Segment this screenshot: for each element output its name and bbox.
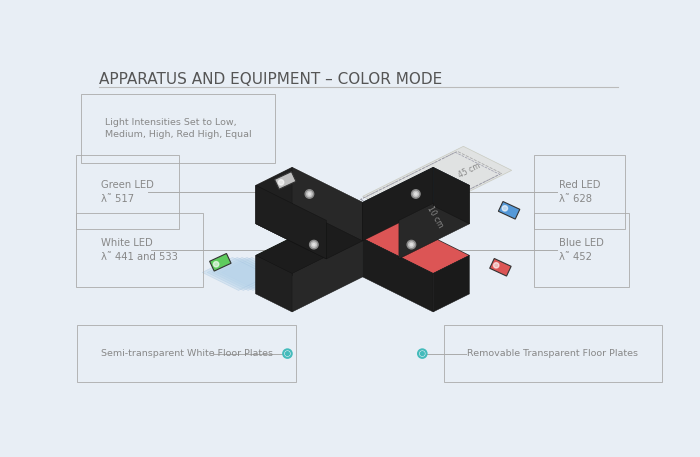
Polygon shape — [256, 255, 292, 312]
Circle shape — [286, 352, 289, 356]
Polygon shape — [202, 257, 269, 291]
Polygon shape — [256, 186, 326, 259]
Polygon shape — [207, 257, 274, 291]
Polygon shape — [326, 202, 399, 239]
Polygon shape — [222, 257, 288, 291]
Polygon shape — [217, 257, 284, 291]
Circle shape — [313, 244, 315, 246]
Text: Light Intensities Set to Low,
Medium, High, Red High, Equal: Light Intensities Set to Low, Medium, Hi… — [104, 118, 251, 139]
Circle shape — [279, 180, 284, 185]
Text: Removable Transparent Floor Plates: Removable Transparent Floor Plates — [468, 349, 638, 358]
Circle shape — [307, 191, 312, 197]
Polygon shape — [363, 239, 433, 312]
Text: Blue LED
λ˜ 452: Blue LED λ˜ 452 — [559, 238, 603, 262]
Circle shape — [412, 190, 420, 198]
Polygon shape — [209, 254, 231, 271]
Polygon shape — [292, 239, 363, 312]
Circle shape — [502, 206, 508, 211]
Circle shape — [309, 240, 318, 249]
Polygon shape — [292, 167, 363, 241]
Polygon shape — [363, 220, 470, 273]
Polygon shape — [256, 186, 326, 259]
Circle shape — [413, 191, 419, 197]
Polygon shape — [256, 167, 292, 224]
Polygon shape — [399, 186, 470, 259]
Polygon shape — [326, 202, 363, 259]
Text: 45 cm: 45 cm — [456, 161, 482, 180]
Text: Semi-transparent White Floor Plates: Semi-transparent White Floor Plates — [101, 349, 273, 358]
Polygon shape — [363, 167, 433, 241]
Text: 10 cm: 10 cm — [425, 204, 444, 229]
Polygon shape — [256, 220, 326, 294]
Polygon shape — [256, 167, 363, 220]
Polygon shape — [363, 146, 512, 220]
Text: APPARATUS AND EQUIPMENT – COLOR MODE: APPARATUS AND EQUIPMENT – COLOR MODE — [99, 72, 442, 87]
Circle shape — [214, 261, 219, 267]
Text: Green LED
λ˜ 517: Green LED λ˜ 517 — [101, 180, 153, 204]
Polygon shape — [490, 259, 511, 276]
Circle shape — [410, 244, 412, 246]
Polygon shape — [498, 202, 520, 219]
Polygon shape — [256, 220, 363, 273]
Circle shape — [308, 193, 311, 195]
Circle shape — [407, 240, 416, 249]
Text: Red LED
λ˜ 628: Red LED λ˜ 628 — [559, 180, 600, 204]
Polygon shape — [212, 257, 279, 291]
Polygon shape — [363, 167, 470, 220]
Circle shape — [414, 193, 417, 195]
Circle shape — [305, 190, 314, 198]
Polygon shape — [433, 167, 470, 224]
Polygon shape — [274, 172, 296, 189]
Circle shape — [311, 242, 316, 247]
Circle shape — [494, 263, 499, 268]
Text: White LED
λ˜ 441 and 533: White LED λ˜ 441 and 533 — [101, 238, 178, 262]
Polygon shape — [433, 255, 470, 312]
Circle shape — [421, 352, 424, 356]
Circle shape — [409, 242, 414, 247]
